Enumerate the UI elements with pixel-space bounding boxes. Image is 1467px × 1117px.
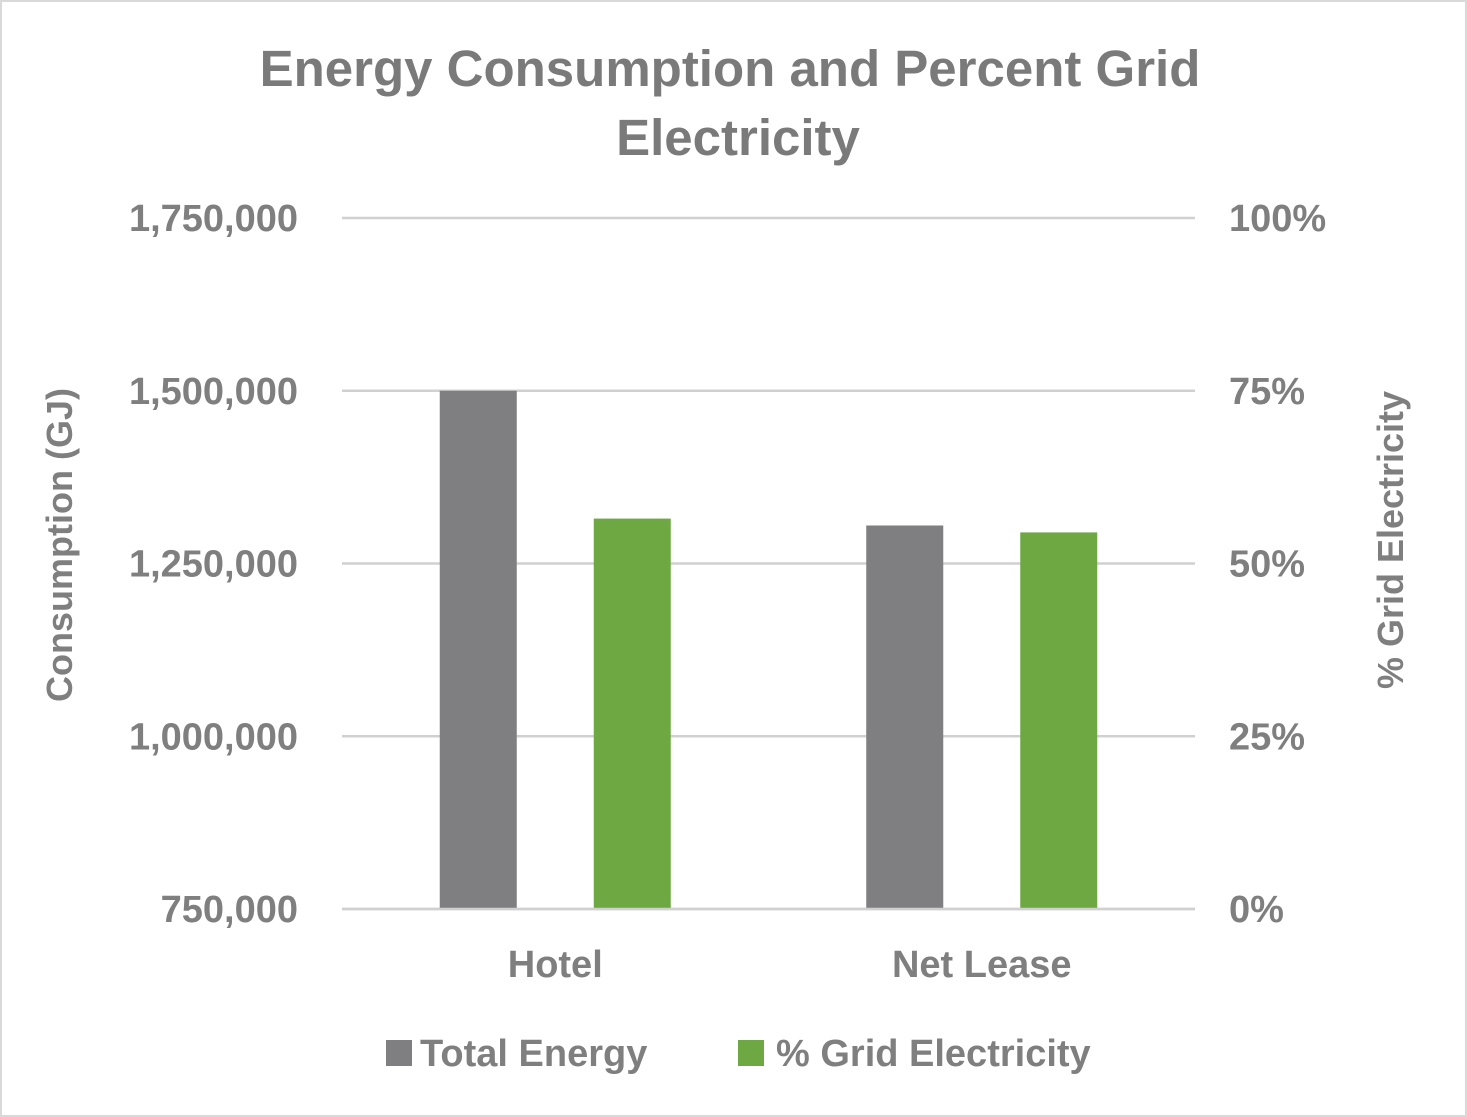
bars [342,390,1195,911]
legend-swatch [386,1040,412,1066]
chart-title-line-2: Electricity [616,109,860,166]
legend-swatch [738,1040,764,1066]
y2-tick-label: 25% [1229,716,1305,758]
chart-title-line-1: Energy Consumption and Percent Grid [260,40,1201,97]
y-tick-label: 750,000 [161,889,298,931]
y2-axis-title: % Grid Electricity [1370,391,1411,689]
bar-grid-electricity-net-lease [1020,532,1098,909]
y2-tick-label: 75% [1229,371,1305,413]
y-tick-label: 1,500,000 [129,371,298,413]
y-tick-label: 1,750,000 [129,198,298,240]
y-axis-ticks: 750,000 1,000,000 1,250,000 1,500,000 1,750,… [129,198,298,931]
y2-axis-ticks: 0% 25% 50% 75% 100% [1229,198,1326,931]
bar-total-energy-net-lease [866,525,944,909]
legend: Total Energy % Grid Electricity [386,1033,1091,1075]
y2-tick-label: 0% [1229,889,1284,931]
y2-tick-label: 100% [1229,198,1326,240]
y-tick-label: 1,250,000 [129,544,298,586]
y2-tick-label: 50% [1229,544,1305,586]
bar-total-energy-hotel [439,390,517,909]
legend-label: Total Energy [420,1033,647,1075]
x-category-label: Net Lease [892,944,1072,986]
legend-label: % Grid Electricity [776,1033,1091,1075]
y-tick-label: 1,000,000 [129,716,298,758]
y-axis-title: Consumption (GJ) [39,388,80,702]
bar-grid-electricity-hotel [593,518,671,909]
x-category-label: Hotel [508,944,603,986]
x-axis-categories: Hotel Net Lease [508,944,1072,986]
